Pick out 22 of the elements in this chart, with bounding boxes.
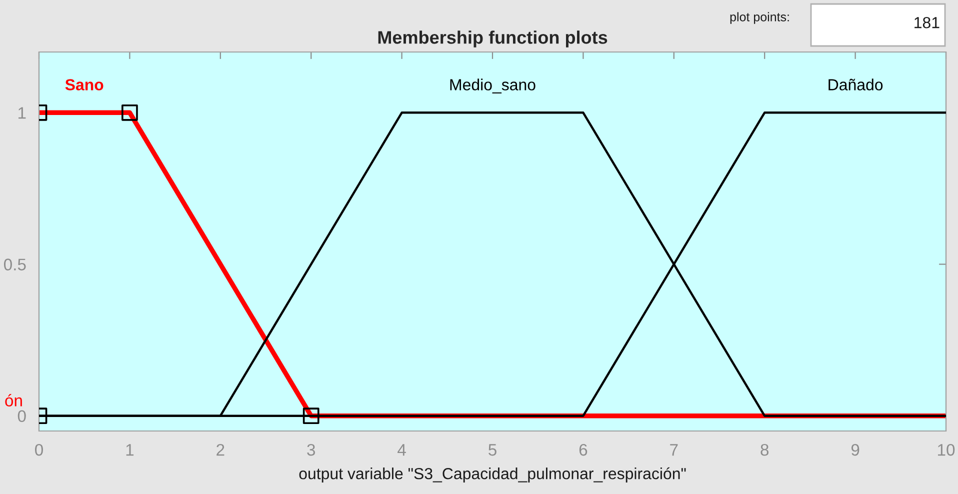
x-tick-label: 3 [307, 444, 315, 456]
series-label: Dañado [828, 78, 883, 90]
x-tick-label: 10 [938, 444, 955, 456]
text: ón [5, 394, 22, 406]
x-tick-label: 7 [670, 444, 678, 456]
x-axis-title: output variable "S3_Capacidad_pulmonar_respiración" [299, 467, 686, 482]
text: 181 [914, 16, 940, 28]
series-label: Sano [65, 79, 104, 90]
x-tick-label: 4 [398, 444, 406, 456]
y-tick-label: 0 [18, 410, 26, 422]
y-tick-label: 1 [18, 107, 26, 119]
x-tick-label: 1 [126, 444, 134, 456]
series-label: Medio_sano [450, 78, 536, 94]
chart-title: Membership function plots [378, 30, 608, 48]
x-tick-label: 0 [35, 444, 43, 456]
x-tick-label: 9 [851, 444, 860, 456]
text: plot points: [730, 12, 789, 24]
x-tick-label: 2 [216, 444, 224, 456]
x-tick-label: 8 [760, 444, 769, 456]
x-tick-label: 5 [488, 444, 496, 456]
y-tick-label: 0.5 [4, 258, 26, 270]
x-tick-label: 6 [579, 444, 588, 456]
